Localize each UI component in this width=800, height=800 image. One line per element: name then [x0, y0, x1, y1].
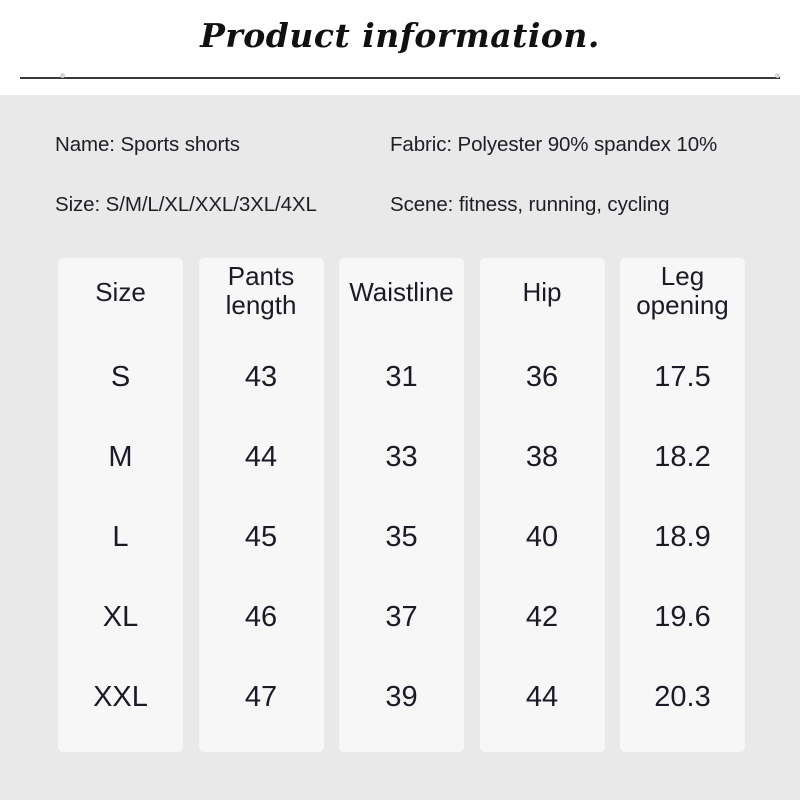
info-scene: Scene: fitness, running, cycling	[390, 193, 670, 216]
size-label-cell: S	[110, 361, 131, 393]
column-header-line: length	[225, 290, 297, 321]
table-column: Hip 36 38 40 42 44	[479, 258, 605, 752]
measurement-cell: 17.5	[654, 361, 711, 393]
size-chart-table: Size S M L XL XXL Pants length 43 44 45 46 47 Waistli…	[58, 258, 745, 752]
column-header: Hip	[480, 277, 605, 307]
column-header-line: Hip	[522, 277, 562, 307]
measurement-cell: 44	[244, 441, 278, 473]
size-label-cell: XXL	[93, 681, 148, 713]
table-column: Leg opening 17.5 18.2 18.9 19.6 20.3	[620, 258, 745, 752]
info-fabric: Fabric: Polyester 90% spandex 10%	[390, 133, 718, 156]
column-header-line: opening	[636, 290, 729, 321]
measurement-cell: 18.9	[654, 521, 711, 553]
measurement-cell: 43	[244, 361, 278, 393]
measurement-cell: 44	[525, 681, 559, 713]
measurement-cell: 42	[525, 601, 559, 633]
column-header-line: Pants	[227, 261, 295, 291]
measurement-cell: 46	[244, 601, 278, 633]
table-column: Waistline 31 33 35 37 39	[339, 258, 464, 752]
measurement-cell: 39	[385, 681, 418, 713]
size-label-cell: L	[112, 521, 129, 553]
title-divider-rule	[20, 73, 780, 79]
measurement-cell: 38	[525, 441, 559, 473]
measurement-cell: 35	[385, 521, 418, 553]
column-header: Size	[58, 277, 183, 307]
size-label-cell: XL	[102, 601, 139, 633]
column-header: Leg opening	[620, 261, 745, 321]
info-size-range: Size: S/M/L/XL/XXL/3XL/4XL	[55, 193, 317, 216]
measurement-cell: 31	[385, 361, 418, 393]
table-column: Pants length 43 44 45 46 47	[198, 258, 324, 752]
page-title: Product information.	[200, 16, 600, 55]
column-header-line: Waistline	[349, 277, 454, 307]
column-header: Pants length	[199, 261, 324, 321]
measurement-cell: 40	[525, 521, 559, 553]
column-header-line: Size	[95, 277, 146, 307]
measurement-cell: 36	[525, 361, 559, 393]
size-label-cell: M	[108, 441, 133, 473]
measurement-cell: 45	[244, 521, 278, 553]
info-product-name: Name: Sports shorts	[55, 133, 240, 156]
header-band: Product information.	[0, 0, 800, 95]
column-header: Waistline	[339, 277, 464, 307]
measurement-cell: 18.2	[654, 441, 711, 473]
measurement-cell: 19.6	[654, 601, 711, 633]
measurement-cell: 37	[385, 601, 418, 633]
measurement-cell: 20.3	[654, 681, 711, 713]
product-info-block: Name: Sports shorts Fabric: Polyester 90…	[0, 95, 800, 245]
table-column: Size S M L XL XXL	[58, 258, 183, 752]
measurement-cell: 33	[385, 441, 418, 473]
measurement-cell: 47	[244, 681, 278, 713]
column-header-line: Leg	[660, 261, 705, 291]
